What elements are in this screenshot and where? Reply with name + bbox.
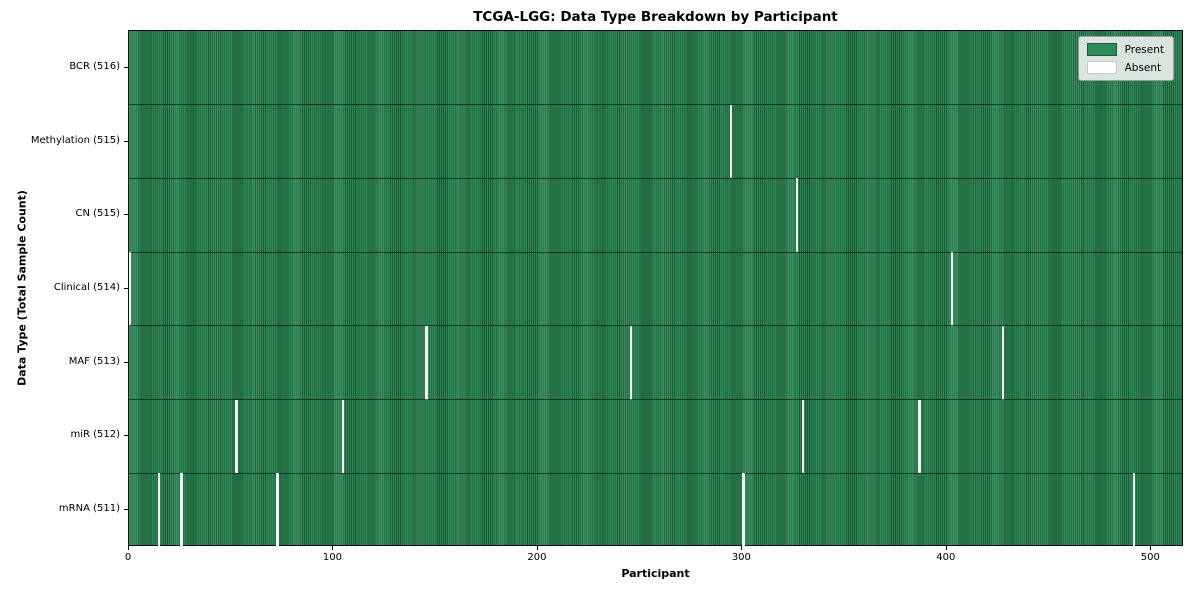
xtick-mark-100: [332, 546, 334, 550]
absent-gap-Methylation-294: [730, 104, 733, 179]
xtick-label-500: 500: [1140, 552, 1160, 563]
ytick-mark-Methylation: [124, 140, 128, 142]
absent-gap-MAF-245: [629, 325, 633, 400]
absent-gap-Clinical-402: [950, 252, 954, 326]
absent-gap-Clinical-0: [129, 252, 132, 326]
absent-gap-mRNA-491: [1132, 473, 1136, 547]
row-divider: [129, 325, 1182, 327]
legend-absent-swatch: [1086, 61, 1117, 74]
ytick-mark-Clinical: [124, 288, 128, 289]
ytick-label-Clinical: Clinical (514): [53, 282, 120, 293]
absent-gap-MAF-145: [425, 325, 428, 400]
xtick-mark-0: [128, 546, 129, 550]
absent-gap-miR-52: [235, 399, 238, 474]
absent-gap-miR-386: [918, 399, 921, 474]
xtick-mark-300: [741, 546, 743, 550]
legend: Present Absent: [1077, 36, 1174, 81]
xtick-mark-200: [536, 546, 538, 550]
absent-gap-mRNA-25: [180, 473, 183, 547]
absent-gap-miR-329: [801, 399, 805, 474]
xtick-mark-400: [945, 546, 947, 550]
legend-present-swatch: [1086, 43, 1117, 56]
absent-gap-CN-326: [795, 178, 798, 253]
ytick-mark-BCR: [124, 66, 128, 68]
stripe-banding-overlay: [129, 31, 1182, 545]
ytick-label-Methylation: Methylation (515): [30, 134, 120, 146]
absent-gap-mRNA-72: [276, 473, 279, 547]
xtick-label-0: 0: [124, 552, 132, 563]
ytick-label-mRNA: mRNA (511): [58, 503, 120, 515]
xtick-label-400: 400: [936, 552, 956, 563]
ytick-label-miR: miR (512): [70, 429, 120, 441]
row-divider: [129, 472, 1182, 474]
row-divider: [129, 251, 1182, 253]
row-divider: [129, 177, 1182, 179]
ytick-mark-CN: [124, 214, 128, 216]
row-divider: [129, 104, 1182, 106]
xtick-label-200: 200: [527, 552, 547, 563]
ytick-label-BCR: BCR (516): [69, 60, 120, 72]
legend-absent-label: Absent: [1124, 61, 1162, 74]
xtick-mark-500: [1150, 546, 1152, 550]
absent-gap-MAF-427: [1002, 325, 1005, 400]
absent-gap-mRNA-300: [742, 473, 745, 547]
ytick-mark-mRNA: [124, 509, 128, 511]
ytick-label-MAF: MAF (513): [68, 355, 120, 367]
ytick-label-CN: CN (515): [75, 208, 120, 220]
absent-gap-miR-104: [341, 399, 345, 474]
row-divider: [129, 399, 1182, 401]
xtick-label-300: 300: [731, 552, 751, 563]
absent-gap-mRNA-14: [157, 473, 160, 547]
plot-area: Present Absent: [128, 30, 1183, 547]
ytick-mark-miR: [124, 435, 128, 437]
legend-present-label: Present: [1124, 43, 1164, 56]
x-axis-label: Participant: [621, 567, 690, 580]
legend-item-absent: Absent: [1086, 61, 1164, 74]
xtick-label-100: 100: [322, 552, 342, 563]
legend-item-present: Present: [1086, 43, 1164, 56]
ytick-mark-MAF: [124, 361, 128, 363]
chart-title: TCGA-LGG: Data Type Breakdown by Partici…: [473, 9, 838, 25]
